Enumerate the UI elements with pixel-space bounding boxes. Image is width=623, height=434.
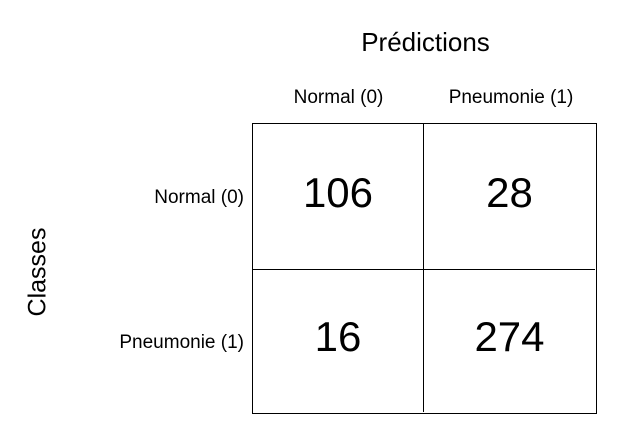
matrix-cell-1-1: 274 (424, 270, 595, 412)
cell-value-0-0: 106 (302, 168, 374, 216)
cell-value-1-1: 274 (474, 313, 545, 360)
y-axis-title-text: Classes (23, 227, 52, 317)
row-label-normal: Normal (0) (154, 187, 244, 208)
cell-value-0-1: 28 (486, 168, 533, 216)
matrix-cell-0-0: 106 (253, 124, 424, 270)
column-label-pneumonie: Pneumonie (1) (448, 87, 574, 108)
row-label-pneumonie: Pneumonie (1) (119, 332, 244, 353)
matrix-grid: 106 28 16 274 (252, 123, 597, 414)
column-label-normal: Normal (0) (293, 87, 384, 108)
chart-title: Prédictions (361, 27, 490, 57)
matrix-cell-1-0: 16 (253, 270, 424, 412)
matrix-cell-0-1: 28 (424, 124, 595, 270)
cell-value-1-0: 16 (314, 313, 362, 360)
